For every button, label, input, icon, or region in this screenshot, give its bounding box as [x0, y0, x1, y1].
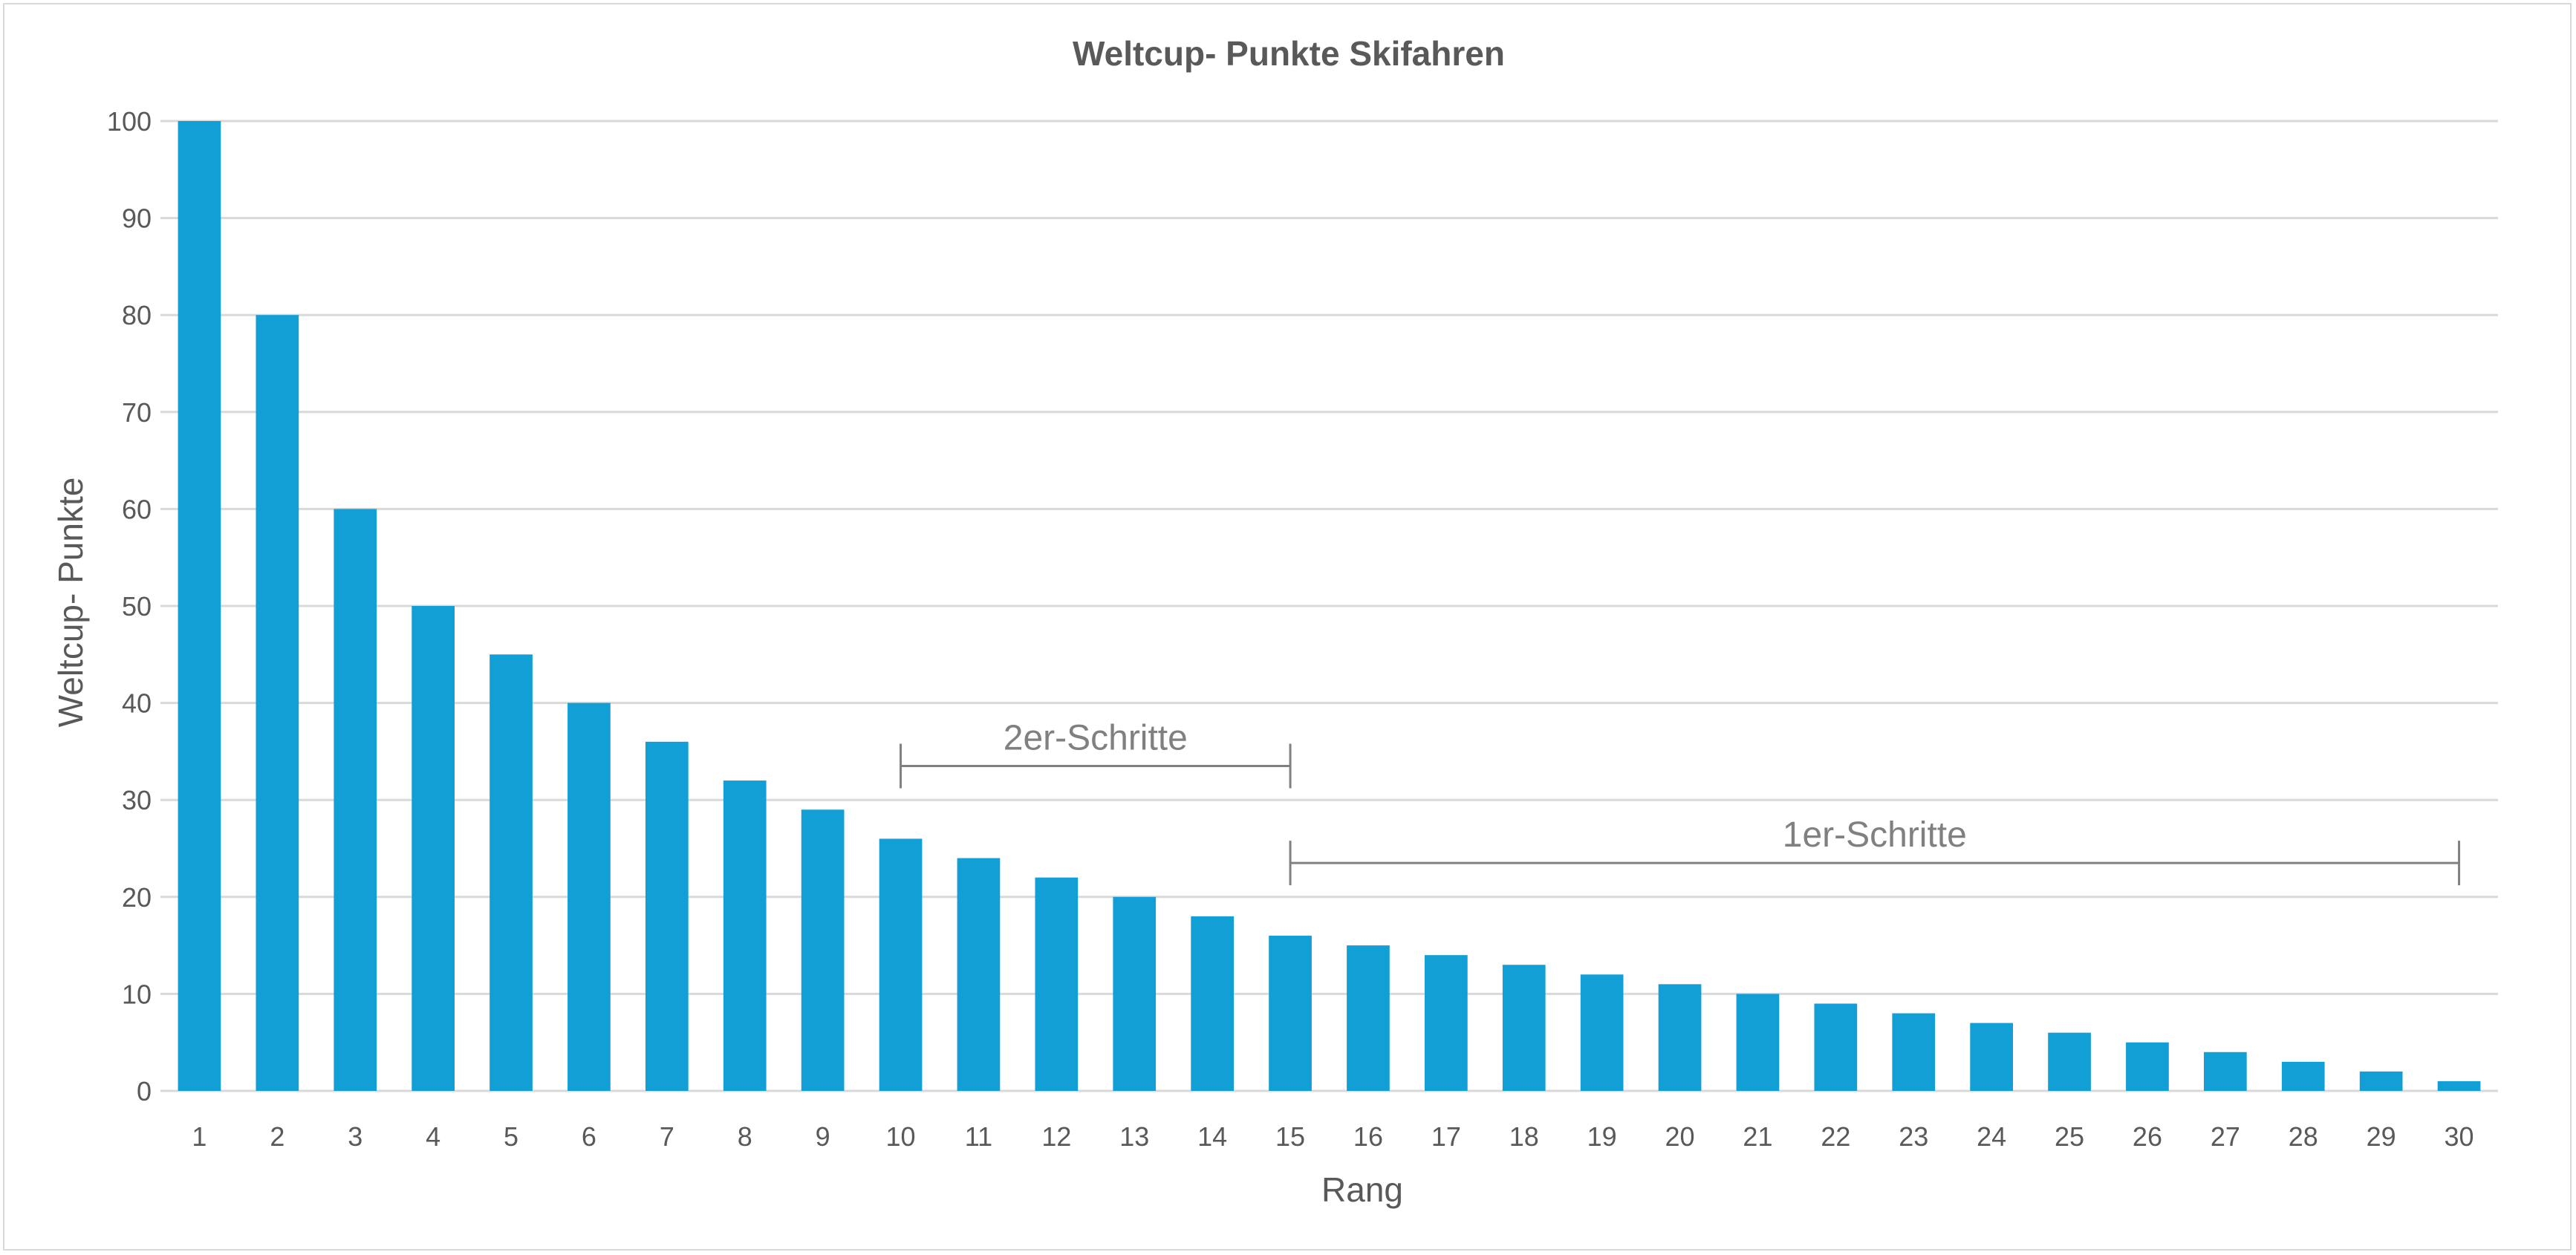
y-tick-label: 20	[122, 882, 152, 913]
y-axis-title: Weltcup- Punkte	[51, 477, 90, 728]
bar	[1035, 877, 1079, 1091]
y-tick-label: 30	[122, 785, 152, 815]
x-tick-label: 20	[1665, 1121, 1695, 1152]
x-tick-label: 22	[1821, 1121, 1850, 1152]
x-tick-label: 3	[348, 1121, 362, 1152]
y-tick-label: 100	[107, 106, 152, 137]
y-tick-labels: 0 10 20 30 40 50 60 70 80 90 100	[107, 106, 152, 1106]
chart-frame: Weltcup- Punkte Skifahren Weltcup- Punkt…	[3, 3, 2572, 1251]
x-tick-label: 17	[1431, 1121, 1461, 1152]
bar	[1658, 984, 1702, 1091]
x-axis-title: Rang	[1321, 1170, 1403, 1209]
bar	[1191, 916, 1234, 1091]
bar	[178, 121, 221, 1091]
bar	[2437, 1080, 2481, 1091]
bar	[412, 606, 455, 1091]
annotations: 2er-Schritte 1er-Schritte	[900, 718, 2461, 886]
x-tick-label: 18	[1509, 1121, 1539, 1152]
x-tick-label: 2	[270, 1121, 284, 1152]
y-tick-label: 50	[122, 591, 152, 622]
x-tick-label: 8	[738, 1121, 752, 1152]
bars	[178, 121, 2481, 1092]
bar	[567, 703, 611, 1091]
x-tick-label: 25	[2055, 1121, 2084, 1152]
bar	[2048, 1032, 2091, 1091]
x-tick-label: 28	[2289, 1121, 2318, 1152]
y-tick-label: 80	[122, 300, 152, 330]
x-tick-label: 30	[2445, 1121, 2474, 1152]
bar	[801, 809, 845, 1091]
bar	[2281, 1061, 2325, 1091]
bar	[1970, 1023, 2013, 1091]
annotation-bracket	[1289, 841, 2461, 886]
x-tick-label: 29	[2367, 1121, 2396, 1152]
y-tick-label: 0	[137, 1076, 152, 1106]
bar	[334, 509, 377, 1091]
bar	[1347, 945, 1390, 1091]
x-tick-label: 9	[816, 1121, 830, 1152]
x-tick-label: 1	[192, 1121, 206, 1152]
x-tick-label: 11	[965, 1121, 992, 1152]
annotation-bracket	[900, 743, 1292, 789]
y-tick-label: 40	[122, 688, 152, 719]
bar	[2126, 1042, 2169, 1091]
x-tick-labels: 1 2 3 4 5 6 7 8 9 10 11 12 13 14 15 16 17 18 19 20 21 22 23 24 2…	[192, 1121, 2473, 1152]
gridlines	[160, 120, 2498, 1092]
bar	[1269, 936, 1312, 1091]
bar	[1425, 955, 1468, 1091]
annotation-label: 1er-Schritte	[1783, 815, 1967, 855]
bar	[1892, 1013, 1936, 1091]
x-tick-label: 26	[2133, 1121, 2162, 1152]
x-tick-label: 19	[1587, 1121, 1617, 1152]
bar	[1814, 1003, 1858, 1091]
x-tick-label: 23	[1899, 1121, 1928, 1152]
x-tick-label: 4	[426, 1121, 440, 1152]
bar	[2204, 1052, 2247, 1091]
y-tick-label: 90	[122, 203, 152, 234]
bar	[256, 315, 299, 1092]
x-tick-label: 5	[504, 1121, 518, 1152]
x-tick-label: 10	[886, 1121, 916, 1152]
annotation-label: 2er-Schritte	[1004, 718, 1188, 757]
bar	[489, 654, 533, 1091]
x-tick-label: 24	[1977, 1121, 2006, 1152]
x-tick-label: 13	[1119, 1121, 1149, 1152]
x-tick-label: 7	[660, 1121, 674, 1152]
y-tick-label: 70	[122, 397, 152, 428]
bar	[645, 741, 689, 1091]
bar	[2359, 1071, 2403, 1091]
x-tick-label: 12	[1041, 1121, 1071, 1152]
bar	[723, 780, 767, 1091]
bar	[1736, 994, 1780, 1091]
bar	[957, 858, 1001, 1091]
x-tick-label: 15	[1275, 1121, 1305, 1152]
x-tick-label: 16	[1353, 1121, 1383, 1152]
y-tick-label: 10	[122, 979, 152, 1009]
bar	[1502, 965, 1546, 1091]
chart-title: Weltcup- Punkte Skifahren	[1073, 34, 1505, 73]
x-tick-label: 6	[582, 1121, 596, 1152]
x-tick-label: 14	[1197, 1121, 1227, 1152]
y-tick-label: 60	[122, 494, 152, 524]
bar	[1113, 896, 1157, 1091]
bar-chart: Weltcup- Punkte Skifahren Weltcup- Punkt…	[51, 34, 2498, 1209]
x-tick-label: 27	[2211, 1121, 2240, 1152]
bar	[879, 838, 923, 1091]
x-tick-label: 21	[1743, 1121, 1772, 1152]
bar	[1580, 974, 1624, 1091]
